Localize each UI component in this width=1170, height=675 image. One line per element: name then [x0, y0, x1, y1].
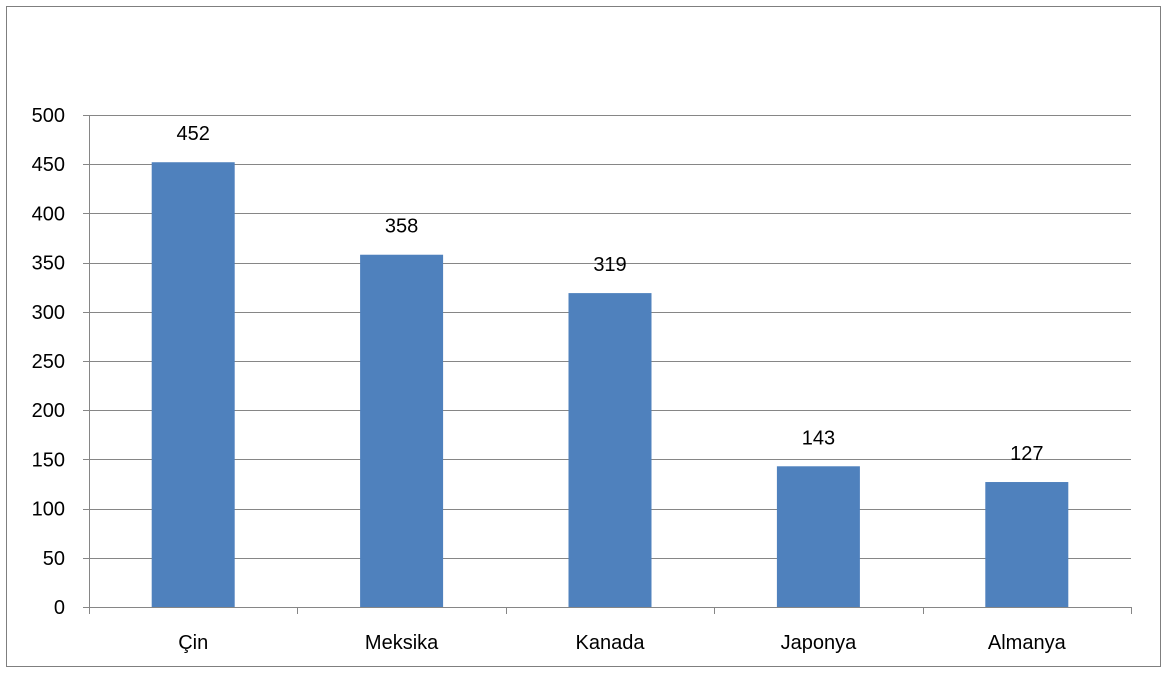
y-tick-label: 200 — [32, 400, 65, 422]
bar-0 — [151, 162, 235, 607]
y-tick-label: 0 — [54, 597, 65, 619]
x-tick-label: Çin — [178, 632, 208, 654]
y-tick-label: 350 — [32, 253, 65, 275]
bar-2 — [568, 293, 652, 607]
data-label: 452 — [177, 123, 210, 145]
y-tick-label: 50 — [43, 548, 65, 570]
y-tick-label: 150 — [32, 449, 65, 471]
axes — [83, 115, 1132, 614]
gridlines — [89, 115, 1131, 559]
y-tick-label: 100 — [32, 499, 65, 521]
y-tick-label: 400 — [32, 203, 65, 225]
y-tick-label: 450 — [32, 154, 65, 176]
data-labels: 452 358 319 143 127 — [177, 123, 1044, 465]
x-axis-tick-labels: Çin Meksika Kanada Japonya Almanya — [178, 632, 1066, 654]
x-tick-label: Kanada — [576, 632, 646, 654]
data-label: 143 — [802, 427, 835, 449]
data-label: 319 — [593, 254, 626, 276]
bar-3 — [776, 466, 860, 607]
bars — [151, 162, 1069, 607]
x-tick-label: Almanya — [988, 632, 1067, 654]
y-axis-tick-labels: 0 50 100 150 200 250 300 350 400 450 500 — [32, 105, 65, 619]
y-tick-label: 250 — [32, 351, 65, 373]
x-tick-label: Meksika — [365, 632, 439, 654]
data-label: 127 — [1010, 443, 1043, 465]
data-label: 358 — [385, 216, 418, 238]
x-tick-label: Japonya — [781, 632, 857, 654]
y-tick-label: 500 — [32, 105, 65, 127]
y-tick-label: 300 — [32, 302, 65, 324]
bar-1 — [360, 254, 444, 607]
bar-4 — [985, 482, 1069, 607]
